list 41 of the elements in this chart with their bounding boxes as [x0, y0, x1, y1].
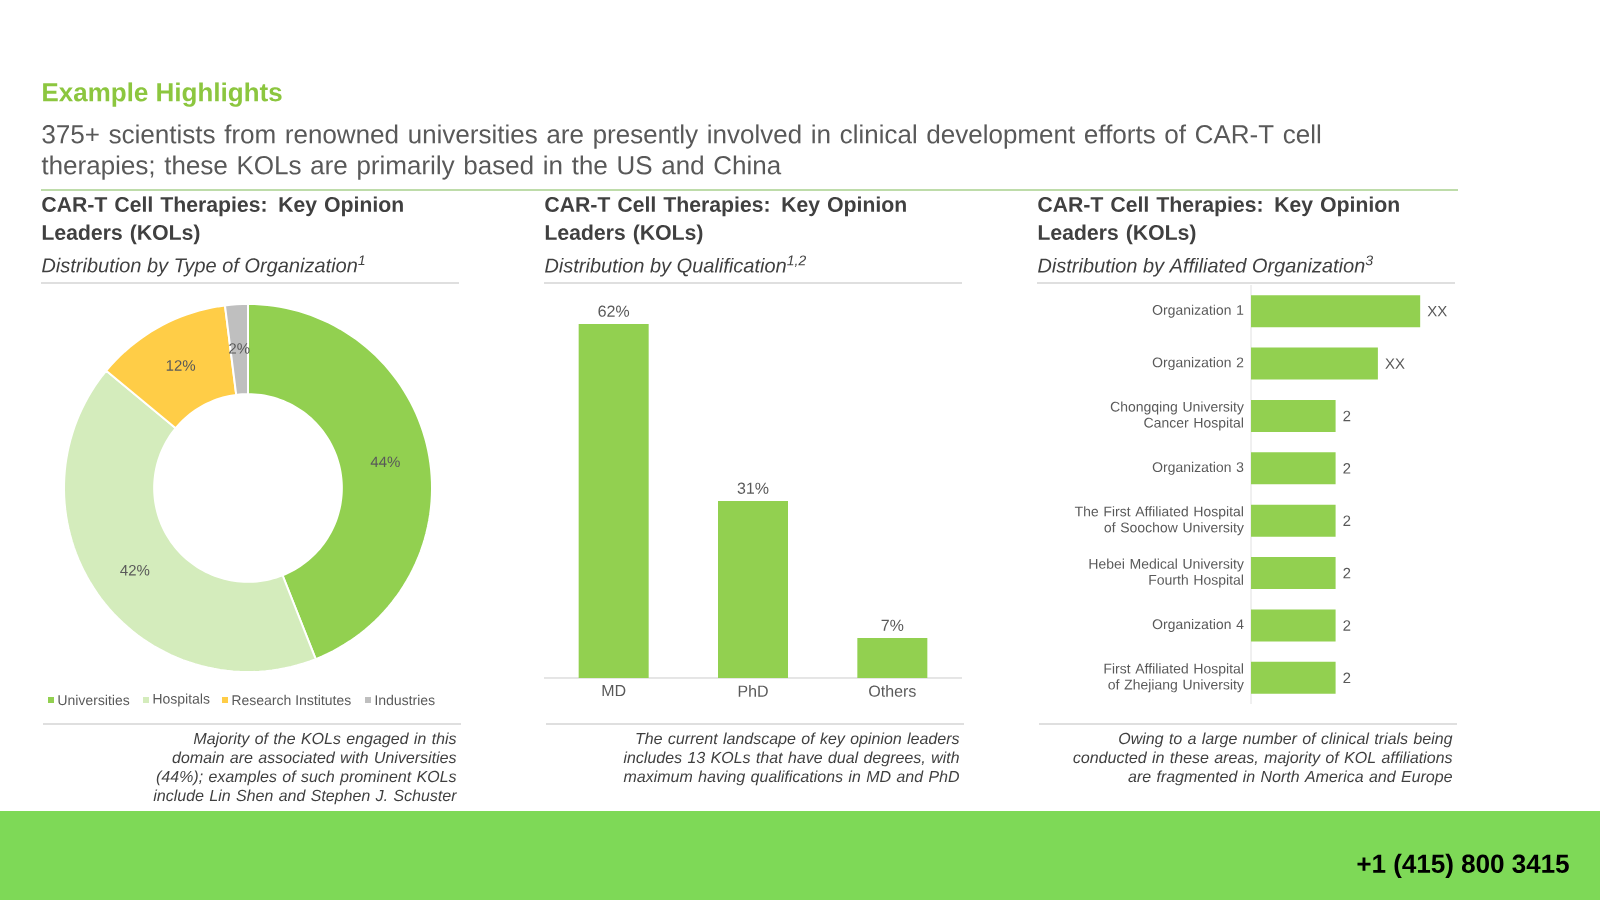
y-tick-label: Organization 3 [1152, 461, 1244, 475]
chart-title: CAR-T Cell Therapies: Key Opinion Leaders (KOLs) [545, 196, 906, 245]
data-label: 44% [370, 456, 400, 468]
y-tick-label: Chongqing University Cancer Hospital [1110, 401, 1244, 431]
data-label: 42% [120, 564, 150, 576]
legend-label: Universities [58, 694, 130, 706]
text: Example Highlights [43, 82, 282, 107]
data-label: 2 [1343, 567, 1351, 579]
text: +1 (415) 800 3415 [1357, 853, 1569, 879]
y-tick-label: Organization 4 [1152, 618, 1244, 632]
legend-label: Research Institutes [232, 694, 351, 706]
data-label: 2 [1343, 515, 1351, 526]
x-tick-label: MD [602, 685, 626, 697]
text: 375+ scientists from renowned universities are presently involved in clinical development efforts of CAR-T cell therapies; these KOLs are primarily based in the US and China [41, 124, 1321, 180]
text: Majority of the KOLs engaged in this domain are associated with Universities (44%); examples of such prominent KOLs include Lin Shen and Stephen J. Schuster [153, 732, 458, 805]
y-tick-label: First Affiliated Hospital of Zhejiang University [1104, 663, 1244, 693]
chart-title: CAR-T Cell Therapies: Key Opinion Leaders (KOLs) [1038, 196, 1399, 245]
y-tick-label: Hebei Medical University Fourth Hospital [1089, 558, 1244, 588]
data-label: 2 [1343, 672, 1351, 684]
data-label: 12% [166, 360, 196, 371]
x-tick-label: PhD [738, 685, 768, 697]
text: Owing to a large number of clinical trials being conducted in these areas, majority of KOL affiliations are fragmented in North America and Europe [1073, 732, 1453, 786]
legend-label: Hospitals [153, 693, 210, 707]
data-label: 62% [598, 305, 630, 317]
data-label: 2 [1343, 410, 1351, 422]
y-tick-label: Organization 2 [1152, 357, 1244, 371]
chart-subtitle: Distribution by Qualification$^{1,2}$ [545, 255, 807, 277]
chart-subtitle: Distribution by Type of Organization$^{1}$ [42, 255, 365, 277]
text: The current landscape of key opinion leaders includes 13 KOLs that have dual degrees, with maximum having qualifications in MD and PhD [623, 732, 960, 786]
data-label: 31% [737, 482, 769, 494]
data-label: 2 [1343, 620, 1351, 631]
chart-subtitle: Distribution by Affiliated Organization$^{3}$ [1038, 255, 1374, 277]
legend-label: Industries [375, 694, 435, 706]
data-label: XX [1385, 358, 1405, 369]
y-tick-label: Organization 1 [1152, 304, 1244, 318]
x-tick-label: Others [869, 685, 916, 697]
data-label: XX [1427, 306, 1447, 317]
data-label: 2 [1343, 463, 1351, 474]
y-tick-label: The First Affiliated Hospital of Soochow University [1074, 506, 1244, 536]
chart-title: CAR-T Cell Therapies: Key Opinion Leaders (KOLs) [42, 196, 403, 245]
data-label: 7% [881, 619, 904, 631]
